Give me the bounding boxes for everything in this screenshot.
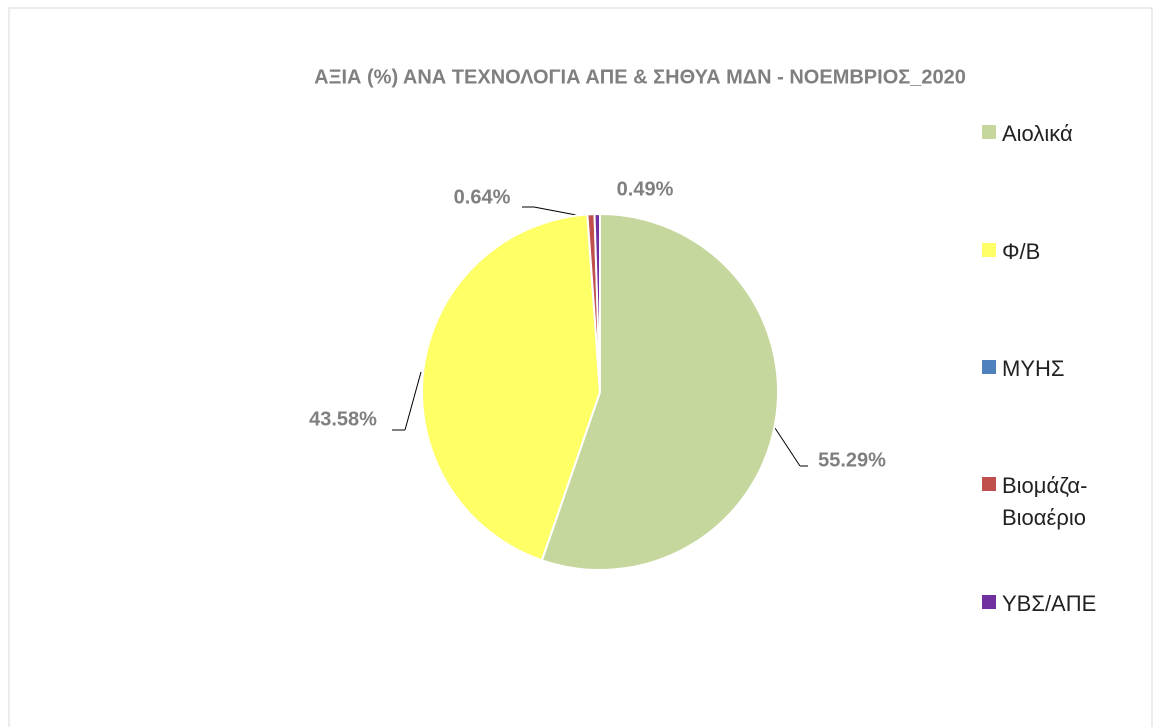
chart-title: ΑΞΙΑ (%) ΑΝΑ ΤΕΧΝΟΛΟΓΙΑ ΑΠΕ & ΣΗΘΥΑ ΜΔΝ … bbox=[314, 66, 966, 88]
pie-slice bbox=[593, 212, 601, 393]
legend-label: Φ/Β bbox=[1002, 239, 1041, 264]
data-label: 55.29% bbox=[818, 449, 886, 471]
legend-item: Βιομάζα-Βιοαέριο bbox=[982, 470, 1152, 534]
legend-item: Φ/Β bbox=[982, 236, 1152, 268]
legend-swatch bbox=[982, 595, 996, 609]
legend-label: ΥΒΣ/ΑΠΕ bbox=[1002, 591, 1097, 616]
data-label: 0.64% bbox=[454, 186, 511, 208]
legend-swatch bbox=[982, 125, 996, 139]
legend-label: Βιομάζα-Βιοαέριο bbox=[1002, 473, 1088, 530]
legend-label: Αιολικά bbox=[1002, 121, 1073, 146]
legend-item: ΥΒΣ/ΑΠΕ bbox=[982, 588, 1152, 620]
data-label: 43.58% bbox=[309, 408, 377, 430]
leader-line bbox=[404, 371, 422, 431]
data-label: 0.49% bbox=[617, 178, 674, 200]
legend-swatch bbox=[982, 243, 996, 257]
legend-label: ΜΥΗΣ bbox=[1002, 356, 1065, 381]
legend-swatch bbox=[982, 360, 996, 374]
legend-item: Αιολικά bbox=[982, 118, 1152, 150]
leader-line bbox=[772, 424, 801, 467]
pie-slice bbox=[421, 213, 602, 562]
legend-item: ΜΥΗΣ bbox=[982, 353, 1152, 385]
legend-swatch bbox=[982, 477, 996, 491]
